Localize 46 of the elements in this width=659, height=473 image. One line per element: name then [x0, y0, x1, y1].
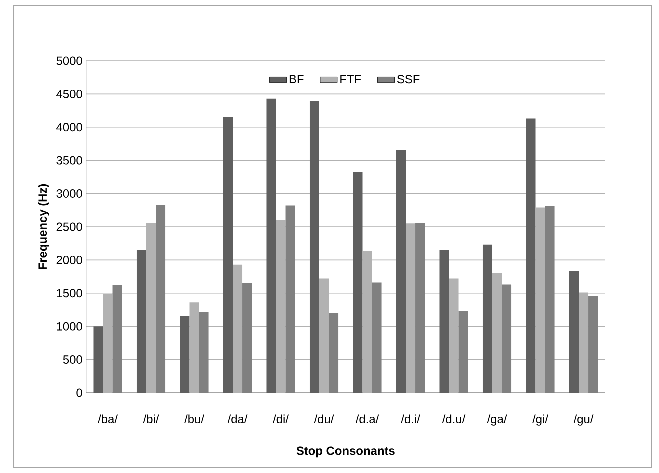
legend-label: FTF [340, 75, 362, 84]
y-tick-label: 3500 [56, 156, 82, 165]
bar [94, 326, 104, 393]
bar [233, 264, 243, 393]
x-tick-label: /d.a/ [356, 414, 380, 424]
x-tick-label: /ga/ [487, 414, 508, 426]
y-tick-label: 1000 [57, 322, 82, 331]
x-tick-label: /d.i/ [401, 414, 420, 424]
bar [223, 117, 233, 393]
x-tick-label: /ba/ [98, 414, 118, 424]
bar [536, 208, 546, 393]
bar [492, 273, 502, 393]
y-axis-title: Frequency (Hz) [38, 184, 50, 270]
bar [396, 150, 406, 393]
y-tick-label: 0 [76, 388, 82, 398]
y-tick-label: 4500 [56, 90, 82, 98]
x-tick-label: /di/ [273, 414, 289, 424]
y-tick-label: 5000 [56, 56, 82, 66]
x-tick-label: /bi/ [143, 414, 160, 424]
x-tick-label: /bu/ [184, 414, 204, 424]
bar [440, 250, 450, 393]
bar [190, 302, 200, 393]
x-tick-label: /gu/ [574, 414, 594, 426]
bar [276, 220, 286, 393]
y-tick-label: 4000 [56, 123, 82, 132]
bar [136, 250, 147, 393]
legend-label: SSF [397, 75, 420, 84]
y-tick-label: 2500 [56, 222, 82, 232]
x-tick-label: /du/ [314, 414, 334, 424]
bar [406, 224, 416, 393]
x-tick-label: /d.u/ [442, 414, 466, 424]
bar [569, 271, 579, 393]
legend-label: BF [290, 75, 304, 84]
x-axis-title: Stop Consonants [296, 446, 395, 458]
y-tick-label: 500 [63, 356, 82, 364]
bar [266, 98, 276, 393]
y-tick-label: 2000 [56, 256, 82, 264]
bar [353, 172, 363, 393]
x-tick-label: /gi/ [532, 414, 548, 426]
y-tick-label: 1500 [57, 289, 82, 298]
bar [482, 244, 493, 393]
bar [526, 118, 536, 393]
y-tick-label: 3000 [56, 190, 82, 198]
bar [310, 101, 320, 393]
bar [180, 316, 190, 393]
x-tick-label: /da/ [228, 414, 248, 424]
